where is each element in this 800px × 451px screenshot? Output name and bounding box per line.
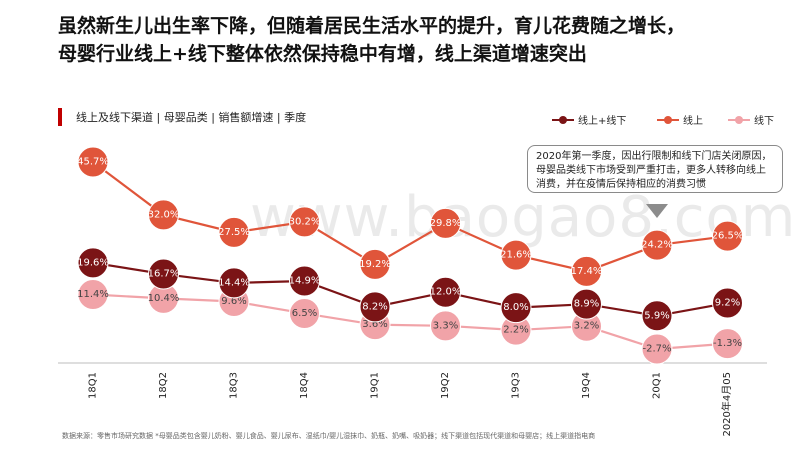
legend-swatch-online [657, 116, 679, 124]
data-point-total [289, 265, 320, 297]
data-point-online [430, 207, 461, 239]
headline: 虽然新生儿出生率下降，但随着居民生活水平的提升，育儿花费随之增长， 母婴行业线上… [58, 12, 793, 68]
data-point-total [500, 292, 532, 324]
data-label-total: 14.4% [218, 277, 250, 288]
data-point-online [77, 146, 109, 178]
data-point-total [571, 288, 602, 320]
data-label-online: 26.5% [712, 231, 744, 242]
x-tick-label: 19Q1 [370, 372, 381, 399]
data-label-offline: 9.6% [221, 296, 246, 307]
data-label-online: 24.2% [641, 240, 673, 251]
data-label-offline: 6.5% [292, 308, 317, 319]
data-label-online: 32.0% [148, 209, 180, 220]
x-tick-label: 20Q1 [652, 372, 663, 399]
data-point-total [77, 247, 109, 279]
data-label-offline: -1.3% [713, 338, 742, 349]
data-label-offline: 10.4% [148, 293, 180, 304]
data-label-total: 16.7% [148, 269, 180, 280]
legend-item-offline: 线下 [728, 112, 774, 127]
data-label-offline: -2.7% [642, 344, 671, 355]
series-line-total [92, 261, 728, 317]
legend-swatch-total [552, 116, 574, 124]
callout-arrow-icon [646, 204, 668, 218]
data-point-offline [712, 328, 743, 360]
x-tick-label: 18Q2 [158, 372, 169, 399]
data-label-online: 29.8% [430, 218, 462, 229]
x-tick-label: 19Q2 [440, 372, 451, 399]
data-point-online [712, 220, 743, 252]
data-label-total: 9.2% [715, 298, 740, 309]
data-point-online [571, 255, 602, 287]
data-point-total [148, 258, 179, 290]
data-point-online [500, 239, 532, 271]
data-point-online [359, 248, 391, 280]
data-point-offline [77, 279, 109, 311]
series-line-offline [92, 293, 728, 351]
data-label-offline: 3.2% [574, 321, 599, 332]
legend-swatch-offline [728, 116, 750, 124]
data-label-total: 8.9% [574, 299, 599, 310]
data-label-online: 45.7% [77, 157, 109, 168]
footnote: 数据来源：零售市场研究数据 *母婴品类包含婴儿奶粉、婴儿食品、婴儿尿布、湿纸巾/… [62, 432, 596, 440]
data-label-total: 8.0% [503, 302, 528, 313]
data-label-online: 27.5% [218, 227, 250, 238]
data-point-total [712, 287, 743, 319]
x-tick-label: 2020年4月05 [720, 372, 733, 437]
data-point-total [641, 300, 673, 332]
data-label-offline: 2.2% [503, 325, 528, 336]
data-label-online: 30.2% [289, 216, 321, 227]
x-tick-label: 19Q3 [511, 372, 522, 399]
data-point-offline [430, 310, 461, 342]
headline-line-1: 虽然新生儿出生率下降，但随着居民生活水平的提升，育儿花费随之增长， [58, 15, 686, 37]
x-tick-label: 18Q4 [299, 372, 310, 399]
data-label-total: 12.0% [430, 287, 462, 298]
x-tick-label: 19Q4 [581, 372, 592, 399]
data-point-total [218, 267, 250, 299]
data-label-online: 21.6% [500, 250, 532, 261]
data-label-total: 8.2% [362, 301, 387, 312]
legend-item-online: 线上 [657, 112, 703, 127]
legend-label-online: 线上 [683, 116, 703, 127]
legend-label-offline: 线下 [754, 116, 774, 127]
data-point-offline [289, 297, 320, 329]
data-point-total [430, 276, 461, 308]
callout-box: 2020年第一季度，因出行限制和线下门店关闭原因，母婴品类线下市场受到严重打击，… [527, 145, 783, 193]
data-label-total: 19.6% [77, 257, 109, 268]
data-point-online [148, 199, 179, 231]
data-label-offline: 3.3% [433, 320, 458, 331]
subtitle-accent-bar [58, 108, 62, 126]
x-tick-label: 18Q3 [229, 372, 240, 399]
data-point-online [641, 229, 673, 261]
x-tick-label: 18Q1 [88, 372, 99, 399]
legend-item-total: 线上+线下 [552, 112, 626, 127]
data-point-online [289, 206, 320, 238]
chart-subtitle: 线上及线下渠道 | 母婴品类 | 销售额增速 | 季度 [76, 111, 307, 124]
data-label-online: 19.2% [359, 259, 391, 270]
data-point-online [218, 216, 250, 248]
series-line-online [92, 161, 728, 273]
data-label-total: 14.9% [289, 276, 321, 287]
data-point-total [359, 291, 391, 323]
data-point-offline [641, 333, 673, 365]
data-label-total: 5.9% [644, 310, 669, 321]
data-label-online: 17.4% [571, 266, 603, 277]
data-label-offline: 3.6% [362, 319, 387, 330]
legend-label-total: 线上+线下 [578, 116, 627, 127]
data-label-offline: 11.4% [77, 289, 109, 300]
headline-line-2: 母婴行业线上+线下整体依然保持稳中有增，线上渠道增速突出 [58, 43, 587, 65]
